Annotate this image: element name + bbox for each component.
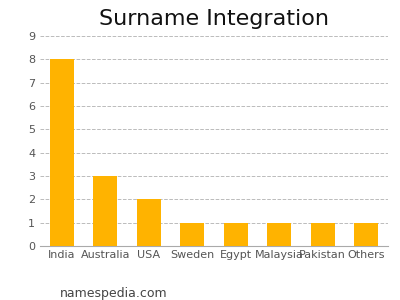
Title: Surname Integration: Surname Integration	[99, 9, 329, 29]
Bar	[224, 223, 248, 246]
Bar	[354, 223, 378, 246]
Bar	[50, 59, 74, 246]
Bar	[180, 223, 204, 246]
Bar	[137, 199, 161, 246]
Bar	[311, 223, 335, 246]
Text: namespedia.com: namespedia.com	[60, 287, 168, 300]
Bar	[267, 223, 291, 246]
Bar	[93, 176, 117, 246]
